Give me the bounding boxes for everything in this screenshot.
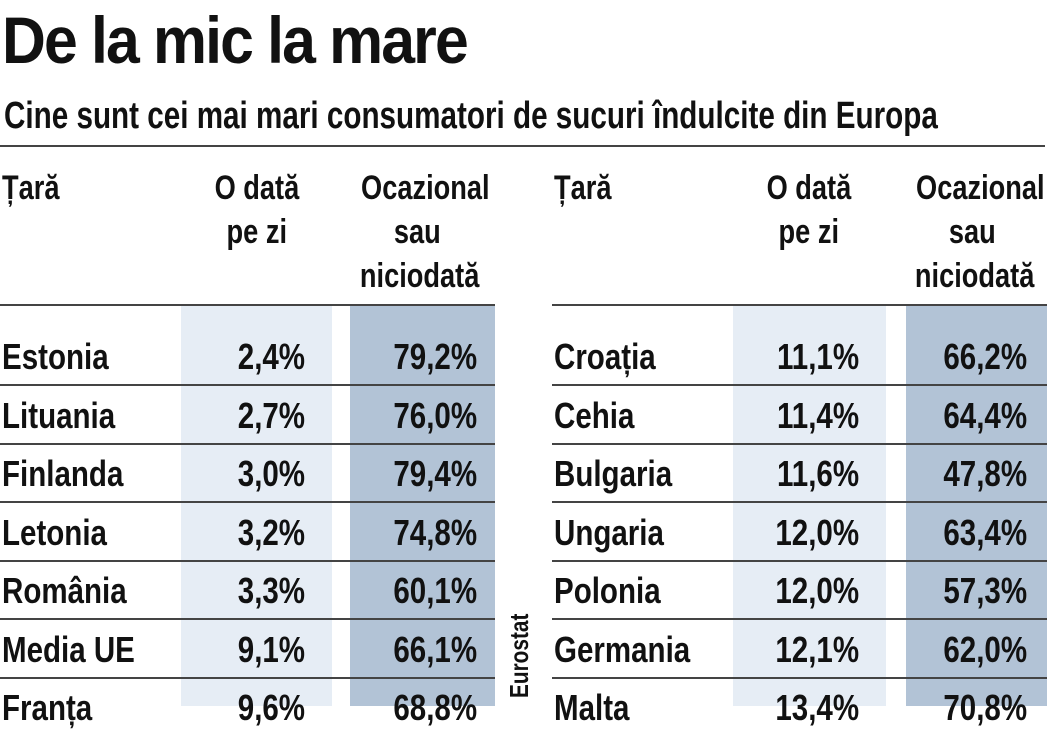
divider <box>0 145 1045 147</box>
table-right: Țară O dată pe zi Ocazional sau niciodat… <box>552 146 1047 728</box>
country-name: Croația <box>554 336 656 377</box>
country-name: România <box>2 570 127 611</box>
country-name: Lituania <box>2 394 116 436</box>
daily-percentage: 3,2% <box>237 511 305 553</box>
country-name: Franța <box>2 687 93 728</box>
row-divider <box>552 384 1047 386</box>
country-name: Finlanda <box>2 453 124 494</box>
table-row: România 3,3% 60,1% <box>0 562 495 620</box>
table-row: Polonia 12,0% 57,3% <box>552 562 1047 620</box>
daily-percentage: 3,0% <box>237 453 305 494</box>
country-name: Cehia <box>554 394 635 436</box>
country-name: Ungaria <box>554 511 664 553</box>
row-divider <box>552 501 1047 503</box>
daily-percentage: 9,1% <box>237 628 305 670</box>
country-name: Media UE <box>2 628 135 670</box>
row-divider <box>0 442 495 445</box>
rare-percentage: 76,0% <box>393 394 477 436</box>
country-name: Bulgaria <box>554 453 673 494</box>
rare-percentage: 57,3% <box>943 570 1027 611</box>
table-left: Țară O dată pe zi Ocazional sau niciodat… <box>0 146 495 728</box>
country-name: Letonia <box>2 511 107 553</box>
table-row: Letonia 3,2% 74,8% <box>0 504 495 562</box>
column-header-country: Țară <box>2 169 60 207</box>
daily-percentage: 11,6% <box>776 453 859 494</box>
table-row: Germania 12,1% 62,0% <box>552 621 1047 679</box>
daily-percentage: 11,1% <box>776 336 859 377</box>
country-name: Polonia <box>554 570 661 611</box>
rare-percentage: 79,4% <box>393 453 477 494</box>
rare-percentage: 66,2% <box>943 336 1027 377</box>
column-header-rare: Ocazional sau niciodată <box>914 169 1045 295</box>
rare-percentage: 79,2% <box>393 336 477 377</box>
row-divider <box>0 618 495 620</box>
daily-percentage: 12,0% <box>775 511 859 553</box>
row-divider <box>0 384 495 386</box>
rare-column-band <box>350 304 495 706</box>
column-header-daily: O dată pe zi <box>214 169 300 251</box>
source-credit: Eurostat <box>504 613 534 698</box>
daily-percentage: 11,4% <box>776 394 859 436</box>
table-row: Media UE 9,1% 66,1% <box>0 621 495 679</box>
rare-percentage: 66,1% <box>393 628 477 670</box>
column-header-daily: O dată pe zi <box>766 169 852 251</box>
table-row: Ungaria 12,0% 63,4% <box>552 504 1047 562</box>
table-row: Cehia 11,4% 64,4% <box>552 387 1047 445</box>
table-row: Franța 9,6% 68,8% <box>0 679 495 737</box>
rare-percentage: 70,8% <box>943 687 1027 728</box>
rare-percentage: 60,1% <box>393 570 477 611</box>
table-row: Estonia 2,4% 79,2% <box>0 328 495 386</box>
row-divider <box>552 618 1047 620</box>
row-divider <box>552 559 1047 562</box>
daily-percentage: 2,4% <box>237 336 305 377</box>
row-divider <box>0 559 495 562</box>
rare-column-band <box>906 304 1047 706</box>
header-divider <box>552 304 1047 306</box>
daily-column-band <box>181 304 332 706</box>
table-row: Finlanda 3,0% 79,4% <box>0 445 495 503</box>
table-row: Bulgaria 11,6% 47,8% <box>552 445 1047 503</box>
page-subtitle: Cine sunt cei mai mari consumatori de su… <box>4 95 938 137</box>
daily-column-band <box>733 304 886 706</box>
rare-percentage: 62,0% <box>943 628 1027 670</box>
country-name: Malta <box>554 687 630 728</box>
daily-percentage: 9,6% <box>237 687 305 728</box>
rare-percentage: 47,8% <box>943 453 1027 494</box>
rare-percentage: 74,8% <box>393 511 477 553</box>
rare-percentage: 68,8% <box>393 687 477 728</box>
header-divider <box>0 304 495 306</box>
rare-percentage: 64,4% <box>943 394 1027 436</box>
daily-percentage: 3,3% <box>237 570 305 611</box>
rare-percentage: 63,4% <box>943 511 1027 553</box>
page-title: De la mic la mare <box>2 3 469 77</box>
column-header-country: Țară <box>554 169 612 207</box>
table-row: Lituania 2,7% 76,0% <box>0 387 495 445</box>
daily-percentage: 2,7% <box>237 394 305 436</box>
row-divider <box>552 442 1047 445</box>
row-divider <box>0 501 495 503</box>
daily-percentage: 12,0% <box>775 570 859 611</box>
country-name: Germania <box>554 628 691 670</box>
table-row: Croația 11,1% 66,2% <box>552 328 1047 386</box>
row-divider <box>552 676 1047 679</box>
column-header-rare: Ocazional sau niciodată <box>359 169 490 295</box>
row-divider <box>0 676 495 679</box>
country-name: Estonia <box>2 336 109 377</box>
daily-percentage: 13,4% <box>775 687 859 728</box>
table-row: Malta 13,4% 70,8% <box>552 679 1047 737</box>
daily-percentage: 12,1% <box>775 628 859 670</box>
